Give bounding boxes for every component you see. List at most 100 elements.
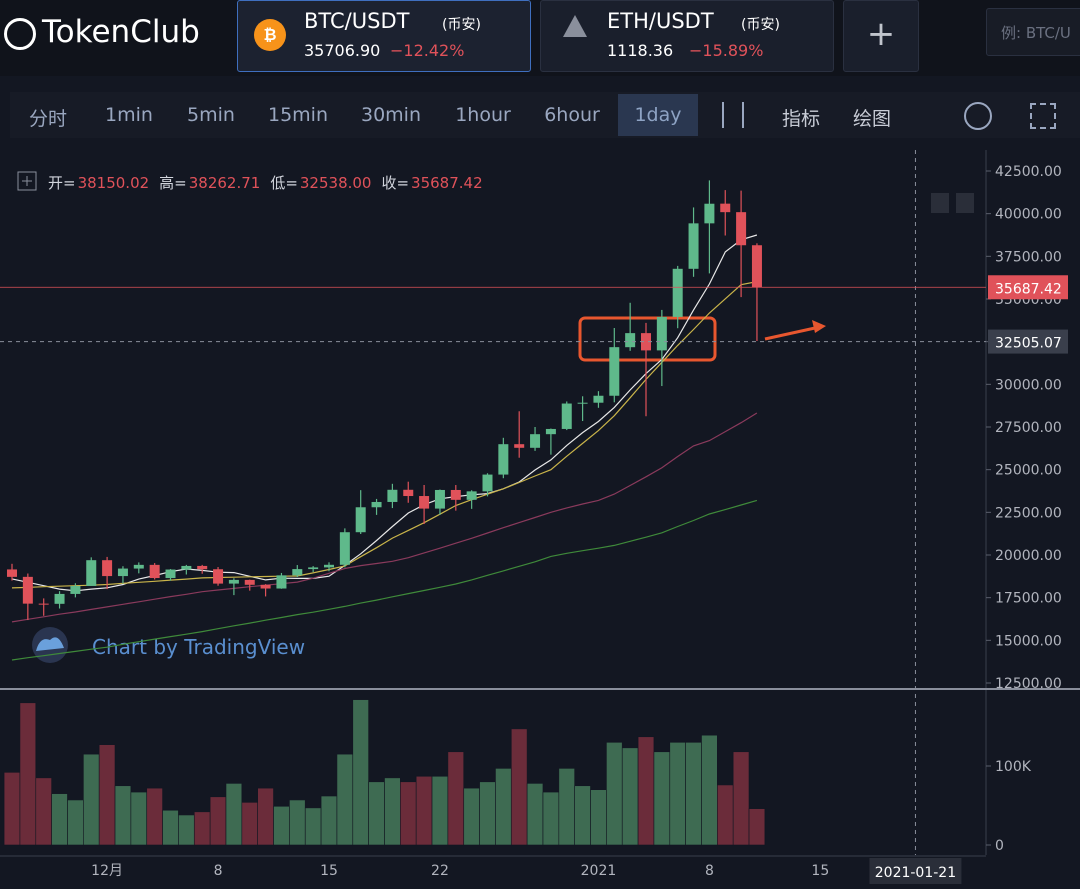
volume-bar	[114, 785, 132, 846]
interval[interactable]: 15min	[267, 104, 328, 126]
volume-bar	[35, 777, 52, 846]
exchange: (币安)	[741, 17, 780, 33]
settings[interactable]	[964, 102, 992, 130]
candle-body	[7, 569, 17, 577]
candle-body	[530, 434, 541, 448]
volume-bar	[463, 787, 480, 846]
candle-body	[165, 569, 176, 579]
pair-tab[interactable]: ₿ BTC/USDT (币安) 35706.90 −12.42%	[237, 0, 531, 72]
candle-icon[interactable]	[722, 102, 744, 128]
x-tick-label: 15	[320, 863, 338, 879]
candle-body	[371, 501, 382, 508]
volume-bar	[241, 802, 258, 846]
last-price-box	[988, 275, 1068, 300]
candle-body	[355, 507, 366, 533]
legend-label: 低=	[270, 174, 298, 192]
volume-bar	[130, 791, 147, 846]
volume-bar	[510, 728, 528, 846]
y-tick-label: 12500.00	[995, 676, 1062, 692]
interval[interactable]: 1hour	[455, 104, 511, 126]
crosshair-price-box	[988, 329, 1068, 354]
highlight-box	[578, 316, 717, 362]
pair: ETH/USDT	[607, 9, 714, 33]
volume-bar	[257, 787, 274, 846]
volume-bar	[384, 777, 401, 846]
y-tick-label: 42500.00	[995, 164, 1062, 180]
change: −15.89%	[689, 41, 764, 60]
candle-body	[482, 474, 493, 492]
candle-body	[339, 532, 350, 565]
volume-bar	[495, 768, 512, 846]
volume-bar	[685, 741, 702, 846]
volume-bar	[289, 799, 306, 846]
arrow-head	[812, 320, 826, 333]
candle-body	[609, 347, 620, 396]
volume-bar	[67, 799, 84, 846]
candle-body	[308, 567, 319, 570]
toolbar	[10, 92, 1080, 138]
tool[interactable]: 绘图	[852, 108, 891, 130]
interval[interactable]: 1min	[105, 104, 153, 126]
interval[interactable]: 6hour	[544, 104, 600, 126]
last-price-label: 35687.42	[995, 281, 1062, 297]
x-tick-label: 8	[214, 863, 223, 879]
volume-bar	[225, 783, 243, 846]
volume-bar	[732, 751, 750, 846]
candle-body	[751, 245, 762, 288]
candle-body	[149, 564, 160, 579]
interval[interactable]: 30min	[360, 104, 421, 126]
candle-body	[688, 223, 699, 269]
candle-body	[181, 565, 192, 570]
interval[interactable]: 1day	[634, 104, 682, 126]
scroll-btn[interactable]	[956, 193, 974, 213]
interval[interactable]: 5min	[187, 104, 235, 126]
candle-body	[625, 333, 636, 348]
candle-body	[102, 560, 113, 577]
volume-bar	[606, 741, 623, 846]
candle-body	[228, 579, 239, 584]
pair-tab[interactable]: ETH/USDT (币安) 1118.36 −15.89%	[540, 0, 834, 72]
y-tick-label: 27500.00	[995, 420, 1062, 436]
volume-bar	[431, 775, 449, 846]
legend-toggle[interactable]	[17, 171, 37, 191]
volume-tick-label: 100K	[995, 759, 1032, 775]
price: 35706.90	[304, 41, 381, 60]
eth-icon	[563, 15, 587, 37]
active-interval	[618, 94, 698, 136]
volume-bar	[19, 702, 37, 846]
candle-body	[561, 403, 572, 429]
btc-icon: ₿	[254, 19, 286, 51]
add-tab[interactable]: +	[843, 0, 919, 72]
y-tick-label: 37500.00	[995, 249, 1062, 265]
volume-bar	[320, 795, 338, 846]
legend-label: 高=	[159, 174, 187, 192]
pair: BTC/USDT	[304, 9, 410, 33]
interval[interactable]: 分时	[28, 108, 67, 130]
volume-bar	[637, 736, 655, 846]
candle-body	[514, 444, 525, 448]
tool[interactable]: 指标	[781, 108, 820, 130]
logo-icon	[4, 18, 36, 50]
candle-body	[736, 212, 747, 246]
scroll-btn[interactable]	[931, 193, 949, 213]
candle-body	[450, 489, 461, 500]
volume-bar	[542, 791, 560, 846]
x-tick-label: 15	[811, 863, 829, 879]
volume-bar	[621, 747, 639, 846]
volume-bar	[178, 814, 195, 846]
legend-value: 35687.42	[411, 174, 483, 192]
change: −12.42%	[390, 41, 465, 60]
legend-toggle-icon	[22, 176, 32, 186]
search[interactable]: 例: BTC/U	[986, 8, 1080, 56]
legend-value: 38150.02	[78, 174, 150, 192]
volume-bar	[447, 751, 464, 846]
fullscreen[interactable]	[1030, 103, 1056, 129]
candle-body	[545, 428, 556, 435]
candle-body	[213, 569, 224, 584]
volume-bar	[558, 768, 575, 846]
legend-value: 38262.71	[189, 174, 261, 192]
candle-body	[720, 203, 731, 213]
crosshair-date: 2021-01-21	[875, 865, 956, 881]
legend-label: 开=	[48, 174, 76, 192]
